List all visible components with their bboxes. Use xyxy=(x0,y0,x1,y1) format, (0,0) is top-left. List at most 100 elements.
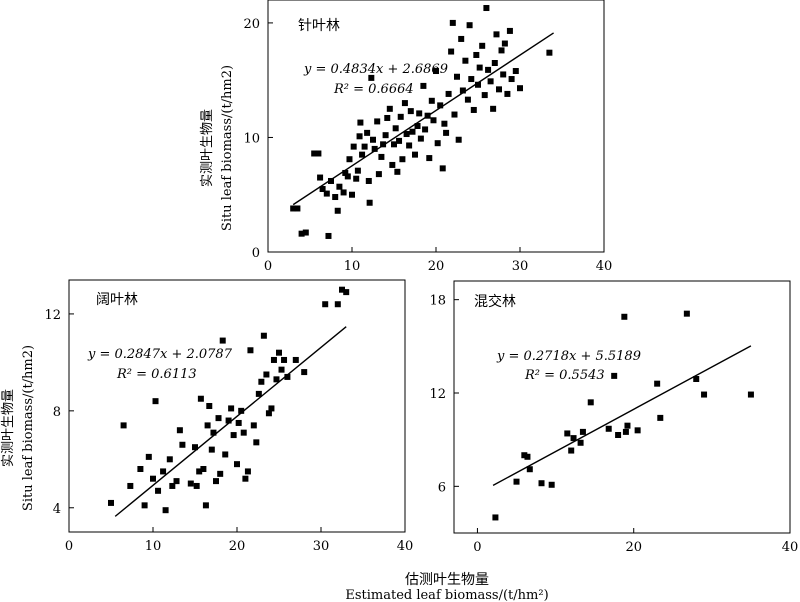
data-point xyxy=(346,156,353,163)
data-point xyxy=(683,310,690,317)
data-point xyxy=(187,480,194,487)
data-point xyxy=(747,391,754,398)
data-point xyxy=(328,177,334,184)
data-point xyxy=(365,177,372,184)
regression-line xyxy=(292,32,554,206)
data-point xyxy=(487,78,494,85)
data-point xyxy=(258,378,265,385)
data-point xyxy=(500,71,507,78)
data-point xyxy=(359,151,366,158)
data-point xyxy=(336,183,343,190)
data-point xyxy=(384,114,391,121)
data-point xyxy=(342,169,349,176)
data-point xyxy=(357,119,364,126)
data-point xyxy=(693,376,700,382)
data-point xyxy=(428,97,435,104)
x-tick-label: 10 xyxy=(344,259,361,274)
data-point xyxy=(166,456,173,463)
data-point xyxy=(298,230,305,237)
data-point xyxy=(407,108,414,115)
panel-broadleaf: 阔叶林 y = 0.2847x + 2.0787 R² = 0.6113 实测叶… xyxy=(1,279,413,554)
data-point xyxy=(340,189,347,196)
data-point xyxy=(391,141,397,148)
data-point xyxy=(564,430,571,437)
data-point xyxy=(490,105,497,112)
data-point xyxy=(179,441,186,448)
data-point xyxy=(374,118,381,125)
x-axis-label-cn: 估测叶生物量 xyxy=(405,572,489,588)
data-point xyxy=(294,205,301,212)
data-point xyxy=(476,64,483,71)
data-point xyxy=(356,133,363,140)
data-point xyxy=(276,349,282,356)
data-point xyxy=(412,151,418,158)
data-point xyxy=(284,373,291,380)
x-tick-label: 20 xyxy=(428,259,445,274)
data-point xyxy=(196,468,203,475)
data-point xyxy=(491,60,498,66)
data-point xyxy=(141,502,148,509)
data-point xyxy=(208,446,215,453)
data-point xyxy=(654,380,661,387)
data-point xyxy=(334,301,341,308)
data-point xyxy=(315,150,322,157)
data-point xyxy=(657,414,664,421)
data-point xyxy=(253,439,260,446)
data-point xyxy=(587,399,594,406)
data-point xyxy=(145,453,152,460)
data-point xyxy=(169,482,176,489)
data-point xyxy=(605,425,612,432)
data-point xyxy=(462,57,469,64)
data-point xyxy=(389,161,396,168)
data-point xyxy=(475,81,481,88)
data-point xyxy=(325,232,332,239)
data-point xyxy=(470,106,477,113)
data-point xyxy=(317,174,324,181)
data-point xyxy=(501,40,508,47)
data-point xyxy=(217,470,224,477)
data-point xyxy=(273,376,280,383)
data-point xyxy=(430,117,437,124)
data-point xyxy=(150,475,156,482)
data-point xyxy=(371,145,378,152)
panel-frame xyxy=(453,280,791,534)
x-tick-label: 20 xyxy=(625,540,642,555)
r-squared: R² = 0.6113 xyxy=(116,367,197,382)
data-point xyxy=(200,466,207,472)
x-tick-label: 0 xyxy=(264,259,272,274)
data-point xyxy=(622,428,629,435)
data-point xyxy=(364,129,371,136)
data-point xyxy=(570,435,577,442)
data-point xyxy=(394,168,401,175)
data-point xyxy=(162,507,169,514)
data-point xyxy=(624,422,631,429)
data-point xyxy=(621,313,628,320)
panel-frame xyxy=(267,0,605,253)
data-point xyxy=(701,391,708,398)
data-point xyxy=(498,47,505,54)
x-tick-label: 40 xyxy=(596,259,613,274)
y-tick-label: 12 xyxy=(44,308,61,323)
data-point xyxy=(403,131,410,138)
data-point xyxy=(332,194,339,201)
data-point xyxy=(493,31,500,38)
data-point xyxy=(512,68,519,75)
data-point xyxy=(579,428,586,435)
data-point xyxy=(485,66,492,73)
y-axis-label: 实测叶生物量 Situ leaf biomass/(t/hm2) xyxy=(200,65,235,231)
data-point xyxy=(414,123,421,129)
regression-line xyxy=(114,326,347,517)
data-point xyxy=(322,301,329,308)
data-point xyxy=(219,337,226,344)
data-point xyxy=(160,468,167,475)
data-point xyxy=(443,129,450,136)
data-point xyxy=(350,143,357,150)
data-point xyxy=(634,427,641,434)
y-axis-label-en: Situ leaf biomass/(t/hm2) xyxy=(21,345,36,511)
data-point xyxy=(108,499,114,506)
data-point xyxy=(380,141,387,148)
r-squared: R² = 0.6664 xyxy=(333,82,414,97)
data-point xyxy=(422,126,429,133)
regression-equation: y = 0.2847x + 2.0787 xyxy=(87,347,233,362)
data-point xyxy=(492,514,499,521)
